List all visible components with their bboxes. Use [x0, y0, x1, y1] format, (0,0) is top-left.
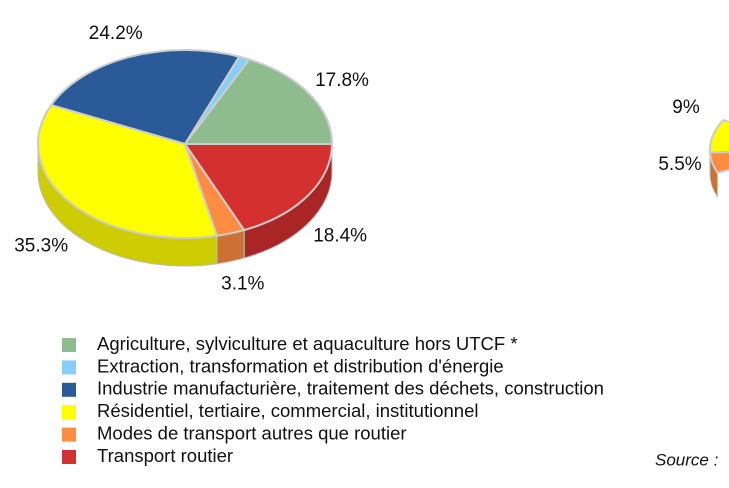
legend-swatch	[62, 382, 76, 397]
legend-swatch	[62, 338, 76, 352]
legend-label: Extraction, transformation et distributi…	[97, 355, 504, 376]
data-label: 5.5%	[658, 154, 701, 175]
slice	[183, 143, 334, 232]
data-label: 17.8%	[315, 70, 369, 91]
data-label: 9%	[672, 97, 700, 118]
source: Source :	[655, 450, 719, 469]
legend-label: Industrie manufacturière, traitement des…	[97, 378, 604, 399]
legend-label: Résidentiel, tertiaire, commercial, inst…	[97, 400, 478, 421]
legend-swatch	[62, 450, 76, 464]
legend-swatch	[62, 427, 76, 442]
legend-swatch	[62, 360, 76, 375]
slice	[709, 118, 729, 154]
data-label: 3.1%	[221, 274, 264, 295]
legend-swatch	[62, 405, 76, 420]
legend-label: Transport routier	[97, 445, 233, 466]
legend-label: Modes de transport autres que routier	[97, 422, 407, 443]
data-label: 18.4%	[313, 226, 367, 247]
data-label: 24.2%	[89, 23, 143, 44]
slice	[182, 58, 334, 145]
slice	[709, 151, 729, 174]
legend-label: Agriculture, sylviculture et aquaculture…	[97, 333, 518, 354]
data-label: 35.3%	[14, 236, 68, 257]
slice	[49, 49, 241, 146]
slice	[37, 103, 219, 239]
